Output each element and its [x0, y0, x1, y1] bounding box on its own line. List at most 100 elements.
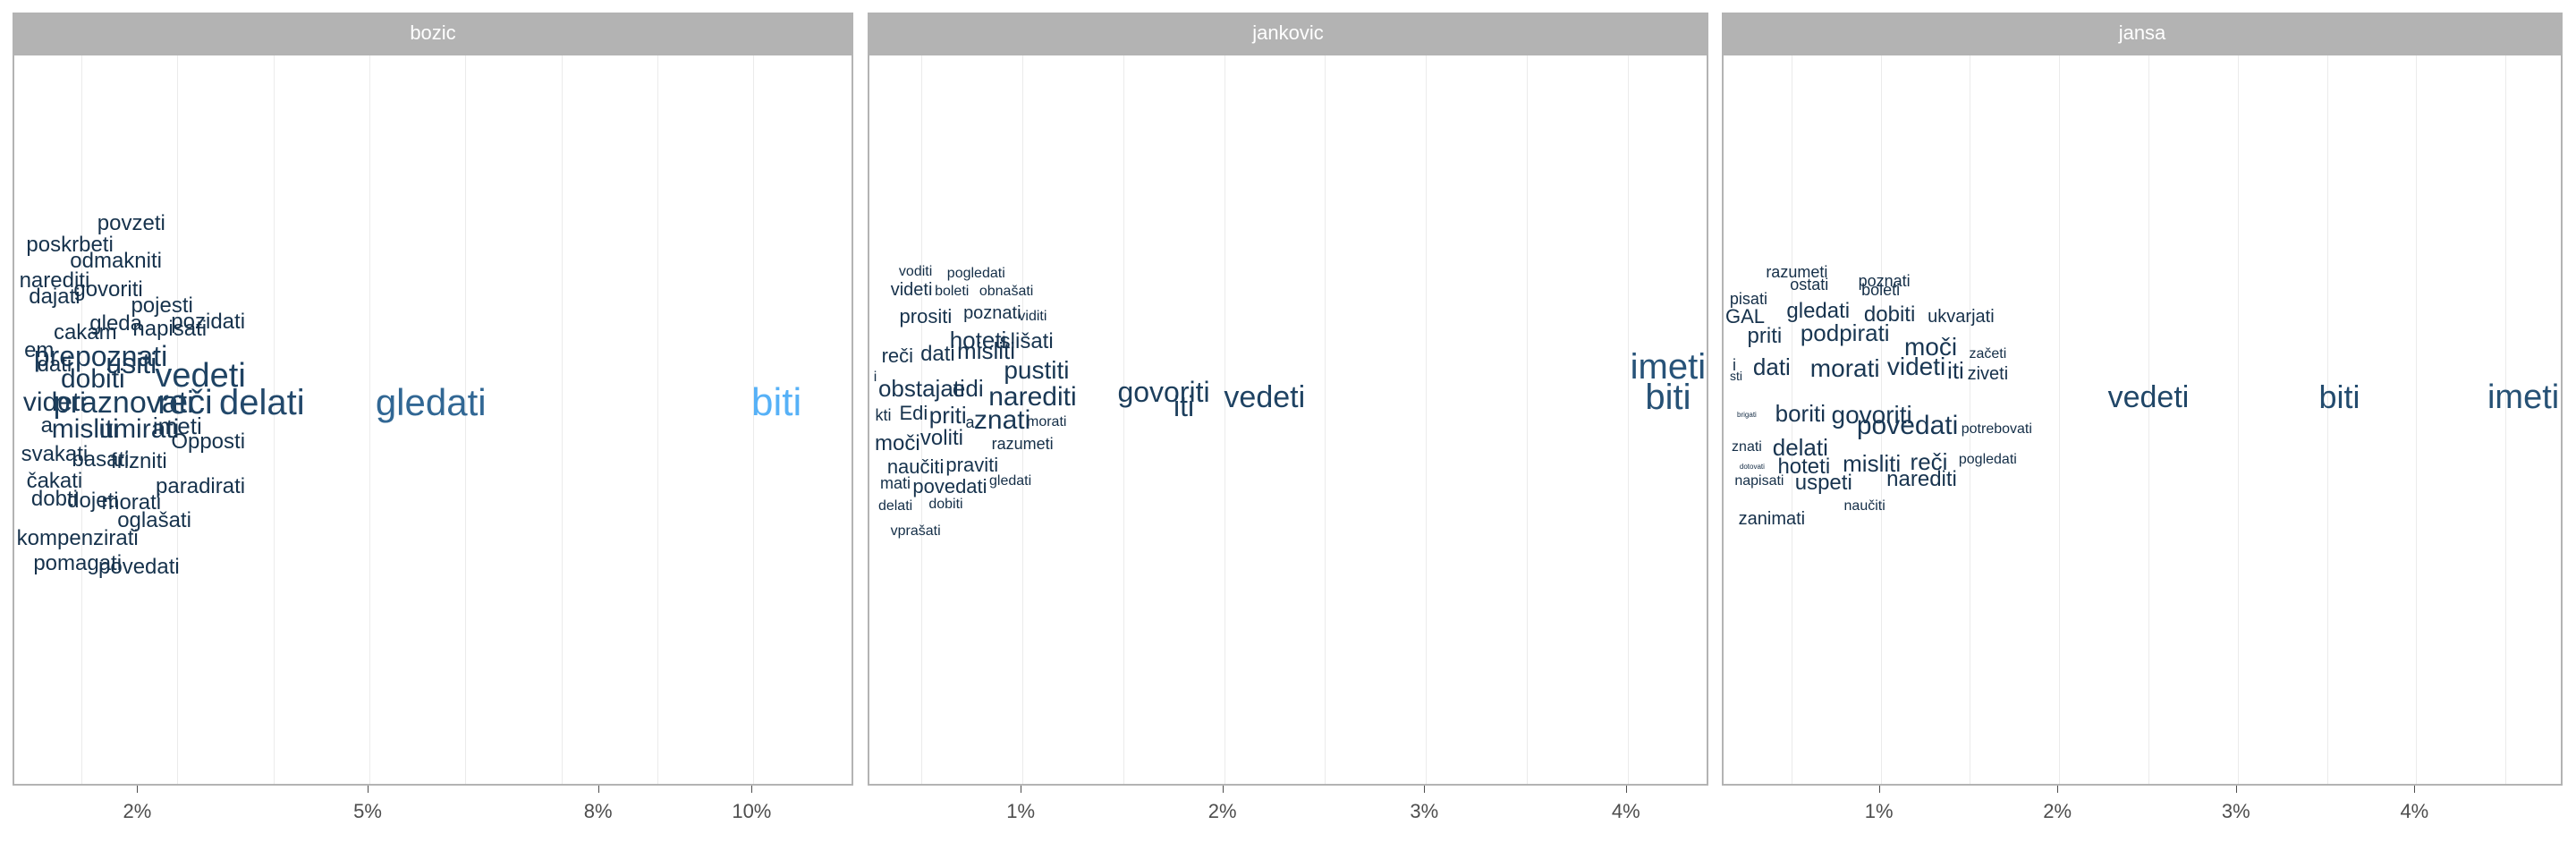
x-tick-mark	[751, 786, 753, 793]
x-tick-label: 8%	[583, 800, 613, 822]
word-label: biti	[751, 380, 802, 424]
word-label: dati	[1752, 353, 1791, 380]
word-label: videti	[890, 280, 933, 300]
word-label: imeti	[1630, 347, 1707, 387]
x-tick-mark	[137, 786, 139, 793]
gridline	[177, 55, 179, 784]
gridline	[1426, 55, 1428, 784]
x-tick-label: 2%	[2043, 800, 2072, 822]
word-label: em	[24, 338, 55, 362]
gridline	[561, 55, 563, 784]
word-label: usiti	[106, 347, 157, 379]
word-label: ostati	[1790, 276, 1829, 293]
x-tick-mark	[2235, 786, 2237, 793]
word-label: dajati	[29, 285, 80, 309]
word-label: znati	[1732, 439, 1762, 455]
facet-panel-jankovic: jankovic voditi pogledati videti boleti obnaš…	[868, 13, 1708, 839]
x-tick-mark	[368, 786, 369, 793]
word-label: naučiti	[886, 455, 945, 478]
gridline	[921, 55, 923, 784]
word-label: pomagati	[33, 551, 123, 575]
x-tick-label: 4%	[1611, 800, 1640, 822]
word-label: misliti	[957, 337, 1016, 364]
word-label: gledati	[375, 381, 487, 423]
word-label: govoriti	[1117, 376, 1210, 408]
word-label: a	[40, 413, 54, 438]
word-label: čakati	[26, 469, 83, 493]
gridline	[465, 55, 467, 784]
word-label: pogledati	[1958, 452, 2017, 467]
word-label: pogledati	[946, 266, 1005, 281]
x-tick-label: 10%	[732, 800, 772, 822]
word-label: dati	[920, 342, 955, 366]
word-label: videti	[1886, 353, 1946, 380]
word-label: Edi	[899, 402, 928, 424]
word-label: svakati	[21, 442, 89, 466]
word-label: praznovati	[53, 386, 194, 420]
word-label: delati	[877, 498, 913, 514]
x-tick-label: 1%	[1864, 800, 1894, 822]
word-label: viditi	[1018, 309, 1047, 324]
word-label: dojeti	[67, 489, 119, 513]
word-label: brigati	[1737, 411, 1757, 419]
word-label: iti	[1174, 390, 1195, 422]
word-label: priti	[1747, 324, 1783, 348]
word-label: naučiti	[1843, 498, 1885, 514]
word-label: misliti	[1843, 450, 1902, 477]
word-label: gledati	[1786, 299, 1851, 323]
word-label: umirati	[98, 414, 180, 444]
x-tick-mark	[1222, 786, 1224, 793]
word-label: dobiti	[928, 497, 963, 512]
word-label: povzeti	[97, 211, 165, 235]
gridline	[1325, 55, 1326, 784]
word-label: boriti	[1775, 400, 1826, 427]
word-label: praviti	[945, 454, 999, 476]
word-label: prositi	[899, 305, 953, 327]
word-label: GAL	[1725, 305, 1766, 327]
word-label: iti	[1947, 357, 1964, 384]
word-label: a	[965, 413, 975, 431]
word-label: poznati	[963, 303, 1021, 323]
word-label: obstajati	[877, 375, 965, 402]
gridline	[1022, 55, 1024, 784]
word-label: paradirati	[156, 474, 246, 498]
facet-strip-label: bozic	[13, 13, 853, 54]
word-label: morati	[1026, 414, 1067, 430]
word-label: narediti	[19, 268, 90, 293]
word-label: morati	[1809, 354, 1880, 382]
x-tick-label: 3%	[2221, 800, 2250, 822]
word-label: frizniti	[111, 449, 167, 473]
plot-area: povzeti poskrbeti odmakniti narediti govorit…	[13, 54, 853, 786]
word-label: pustiti	[1004, 356, 1070, 384]
word-label: reči	[1910, 448, 1948, 475]
plot-area: razumeti poznati ostati boleti pisati gledati…	[1722, 54, 2563, 786]
x-tick-mark	[1424, 786, 1426, 793]
gridline	[2505, 55, 2507, 784]
word-label: govoriti	[1831, 401, 1912, 429]
word-label: gleda	[89, 311, 142, 336]
gridline	[753, 55, 755, 784]
word-label: vprašati	[890, 523, 941, 539]
word-label: reči	[881, 344, 914, 367]
word-label: napisati	[1734, 473, 1784, 489]
word-label: razumeti	[1766, 263, 1828, 281]
gridline	[2326, 55, 2328, 784]
gridline	[1880, 55, 1882, 784]
x-tick-label: 2%	[123, 800, 152, 822]
word-label: imeti	[2487, 378, 2560, 416]
x-tick-mark	[2057, 786, 2059, 793]
facet-panel-jansa: jansa razumeti poznati ostati boleti pisati gl…	[1722, 13, 2563, 839]
word-label: moči	[874, 431, 920, 455]
word-label: moči	[1903, 333, 1958, 361]
gridline	[2059, 55, 2061, 784]
word-label: narediti	[1886, 467, 1957, 491]
word-label: cakam	[53, 320, 117, 344]
x-tick-label: 1%	[1006, 800, 1036, 822]
word-label: delati	[1772, 434, 1828, 461]
word-label: razumeti	[991, 435, 1054, 453]
word-label: narediti	[988, 382, 1077, 412]
word-label: pisati	[1729, 290, 1767, 308]
word-label: poskrbeti	[26, 233, 114, 257]
word-label: mati	[880, 474, 911, 492]
word-label: slišati	[999, 329, 1054, 353]
